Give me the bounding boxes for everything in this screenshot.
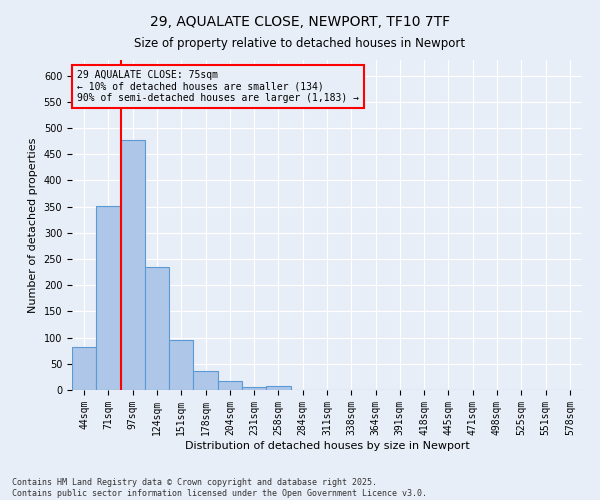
Bar [218,381,242,390]
Bar [96,206,121,390]
Text: Size of property relative to detached houses in Newport: Size of property relative to detached ho… [134,38,466,51]
Text: Contains HM Land Registry data © Crown copyright and database right 2025.
Contai: Contains HM Land Registry data © Crown c… [12,478,427,498]
X-axis label: Distribution of detached houses by size in Newport: Distribution of detached houses by size … [185,440,469,450]
Y-axis label: Number of detached properties: Number of detached properties [28,138,38,312]
Bar [193,371,218,390]
Bar [72,346,96,390]
Bar [169,340,193,390]
Text: 29 AQUALATE CLOSE: 75sqm
← 10% of detached houses are smaller (134)
90% of semi-: 29 AQUALATE CLOSE: 75sqm ← 10% of detach… [77,70,359,103]
Text: 29, AQUALATE CLOSE, NEWPORT, TF10 7TF: 29, AQUALATE CLOSE, NEWPORT, TF10 7TF [150,15,450,29]
Bar [145,267,169,390]
Bar [266,386,290,390]
Bar [242,387,266,390]
Bar [121,140,145,390]
